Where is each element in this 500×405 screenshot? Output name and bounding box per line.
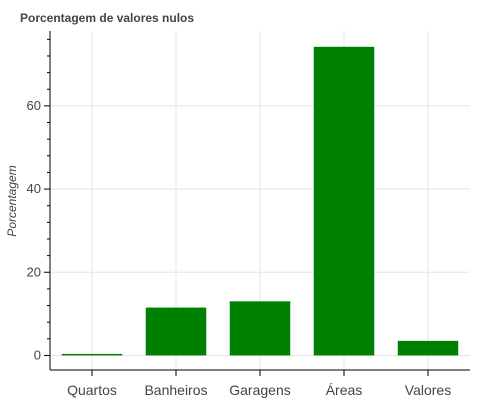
- x-tick-label: Banheiros: [144, 382, 207, 398]
- bar: [313, 46, 375, 356]
- y-tick-label: 60: [27, 98, 41, 113]
- bar: [229, 301, 291, 356]
- bar: [61, 353, 123, 356]
- bars: [61, 46, 459, 356]
- x-tick-label: Áreas: [326, 382, 363, 398]
- x-tick-label: Garagens: [229, 382, 290, 398]
- chart-title: Porcentagem de valores nulos: [20, 11, 194, 25]
- y-tick-label: 0: [34, 347, 41, 362]
- y-tick-label: 20: [27, 264, 41, 279]
- y-axis-label: Porcentagem: [5, 165, 19, 236]
- grid: [50, 31, 470, 370]
- y-tick-label: 40: [27, 181, 41, 196]
- x-tick-label: Valores: [405, 382, 451, 398]
- bar: [397, 340, 459, 356]
- axes: 0 20 40 60 Quartos Banheiros Garagens Áreas Valo…: [27, 31, 470, 398]
- x-tick-label: Quartos: [67, 382, 117, 398]
- bar: [145, 307, 207, 356]
